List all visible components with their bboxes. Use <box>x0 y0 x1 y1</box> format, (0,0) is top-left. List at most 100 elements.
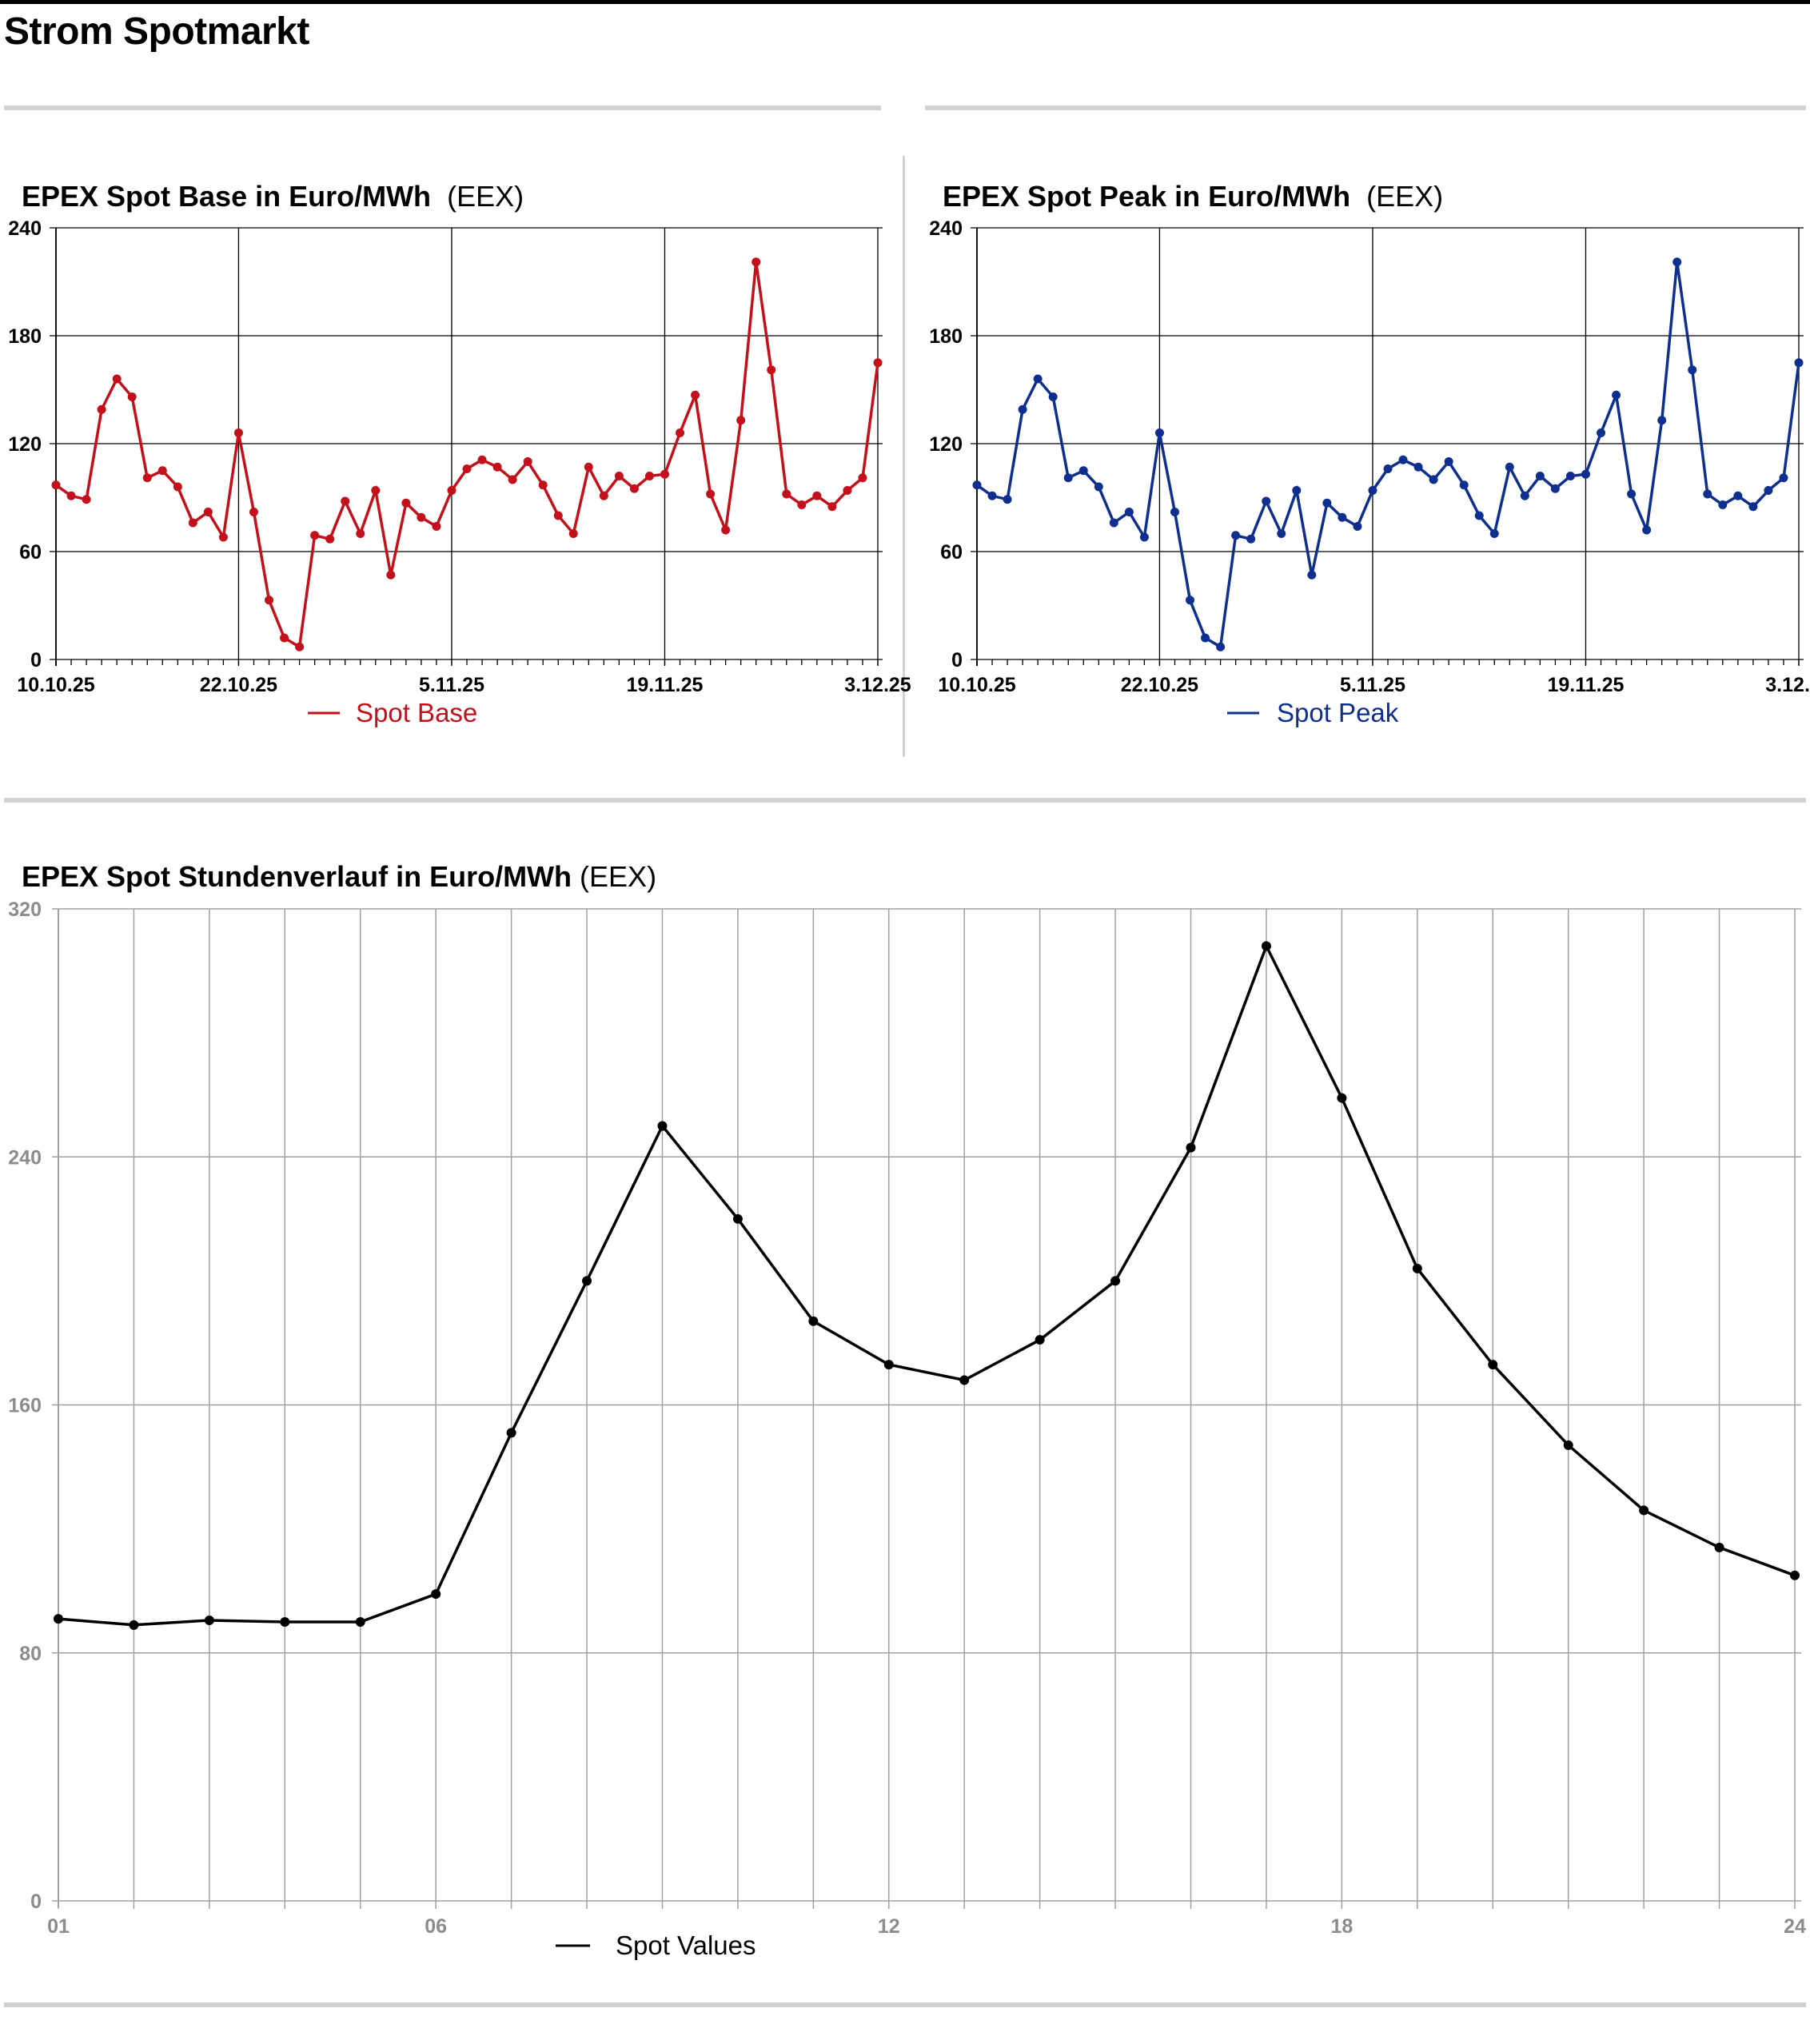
hourly-data-point <box>1035 1335 1045 1345</box>
peak-data-point <box>1597 428 1606 437</box>
peak-data-point <box>1109 518 1118 528</box>
peak-data-point <box>1216 642 1226 651</box>
base-data-point <box>812 491 822 500</box>
base-data-point <box>568 529 578 538</box>
peak-data-point <box>1094 482 1103 492</box>
base-data-point <box>553 511 563 520</box>
hourly-data-point <box>431 1589 441 1600</box>
base-data-point <box>752 257 761 267</box>
hourly-data-point <box>1488 1360 1498 1370</box>
peak-data-point <box>972 480 982 490</box>
hourly-legend-label: Spot Values <box>616 1930 756 1960</box>
peak-data-point <box>1292 486 1302 495</box>
peak-data-point <box>1033 374 1043 384</box>
base-xtick-label: 19.11.25 <box>627 674 704 696</box>
hourly-data-point <box>1412 1263 1422 1273</box>
base-xtick-label: 10.10.25 <box>17 674 94 696</box>
peak-data-point <box>1413 462 1423 472</box>
peak-data-point <box>1764 486 1773 495</box>
base-data-point <box>233 428 243 437</box>
hourly-data-point <box>1186 1142 1196 1153</box>
peak-data-point <box>1398 455 1408 464</box>
hourly-data-point <box>54 1614 63 1624</box>
peak-xtick-label: 19.11.25 <box>1548 674 1625 696</box>
base-data-point <box>736 416 746 425</box>
peak-data-point <box>1307 570 1317 580</box>
hourly-data-point <box>1110 1276 1121 1286</box>
peak-data-point <box>1779 473 1788 483</box>
hourly-xtick-label: 18 <box>1330 1915 1353 1938</box>
base-data-point <box>858 473 867 483</box>
rule-top-right <box>925 106 1806 110</box>
hourly-ytick-label: 0 <box>30 1891 42 1913</box>
hourly-data-point <box>732 1213 743 1224</box>
base-data-point <box>218 532 228 542</box>
base-data-point <box>310 531 320 540</box>
base-chart-title: EPEX Spot Base in Euro/MWh (EEX) <box>22 180 524 213</box>
peak-data-point <box>1489 529 1499 538</box>
hourly-data-point <box>1261 941 1271 951</box>
base-data-point <box>508 475 517 484</box>
peak-data-point <box>1063 473 1073 483</box>
base-data-point <box>691 390 700 400</box>
base-ytick-label: 60 <box>19 541 42 564</box>
hourly-data-point <box>204 1616 214 1626</box>
hourly-data-point <box>808 1316 819 1326</box>
peak-data-point <box>1338 512 1347 522</box>
base-data-point <box>629 484 639 493</box>
peak-data-point <box>1154 428 1164 437</box>
peak-data-point <box>1246 534 1256 544</box>
peak-ytick-label: 60 <box>940 541 963 564</box>
rule-top-left <box>4 106 881 110</box>
base-data-point <box>142 473 152 483</box>
base-xtick-label: 5.11.25 <box>419 674 484 696</box>
peak-xtick-label: 10.10.25 <box>938 674 1015 696</box>
peak-data-point <box>987 491 997 500</box>
peak-series-line <box>975 261 1800 650</box>
base-data-point <box>660 469 669 479</box>
base-data-point <box>249 508 258 516</box>
peak-data-point <box>1429 475 1438 484</box>
base-ytick-label: 120 <box>8 433 42 456</box>
base-series-line <box>54 261 879 650</box>
base-data-point <box>386 570 396 580</box>
peak-data-point <box>1748 502 1758 512</box>
base-data-point <box>523 457 532 466</box>
hourly-data-point <box>883 1360 894 1370</box>
peak-chart-title-text: EPEX Spot Peak in Euro/MWh <box>943 180 1351 213</box>
peak-data-point <box>1383 464 1393 473</box>
peak-data-point <box>1627 489 1637 499</box>
rule-middle <box>4 798 1806 803</box>
hourly-chart: 0 80 160 240 320 01 06 12 18 24 Spot Values <box>8 898 1806 1960</box>
page-title: Strom Spotmarkt <box>4 10 309 53</box>
peak-data-point <box>1505 462 1514 472</box>
hourly-data-point <box>280 1616 290 1627</box>
base-xtick-label: 3.12.25 <box>844 674 911 696</box>
peak-data-point <box>1277 529 1286 538</box>
peak-chart-source: (EEX) <box>1366 180 1444 213</box>
hourly-ytick-label: 240 <box>8 1146 42 1169</box>
base-data-point <box>843 486 852 495</box>
hourly-data-point <box>129 1620 139 1630</box>
hourly-data-point <box>1714 1542 1724 1552</box>
base-data-point <box>447 486 456 495</box>
base-data-point <box>782 489 791 499</box>
base-data-point <box>584 462 593 472</box>
peak-data-point <box>1444 457 1453 466</box>
peak-data-point <box>1718 500 1728 509</box>
hourly-xtick-label: 12 <box>878 1915 900 1938</box>
hourly-series-line <box>58 942 1796 1627</box>
peak-data-point <box>1703 489 1712 499</box>
peak-data-point <box>1535 472 1545 480</box>
peak-data-point <box>1231 531 1241 540</box>
peak-xtick-label: 22.10.25 <box>1121 674 1198 696</box>
base-xtick-label: 22.10.25 <box>200 674 277 696</box>
hourly-chart-title-text: EPEX Spot Stundenverlauf in Euro/MWh <box>22 860 572 893</box>
base-ytick-label: 240 <box>8 217 42 240</box>
hourly-ytick-label: 160 <box>8 1395 42 1417</box>
base-data-point <box>492 462 502 472</box>
peak-data-point <box>1672 257 1682 267</box>
peak-data-point <box>1520 491 1529 500</box>
hourly-xtick-label: 24 <box>1784 1915 1806 1938</box>
